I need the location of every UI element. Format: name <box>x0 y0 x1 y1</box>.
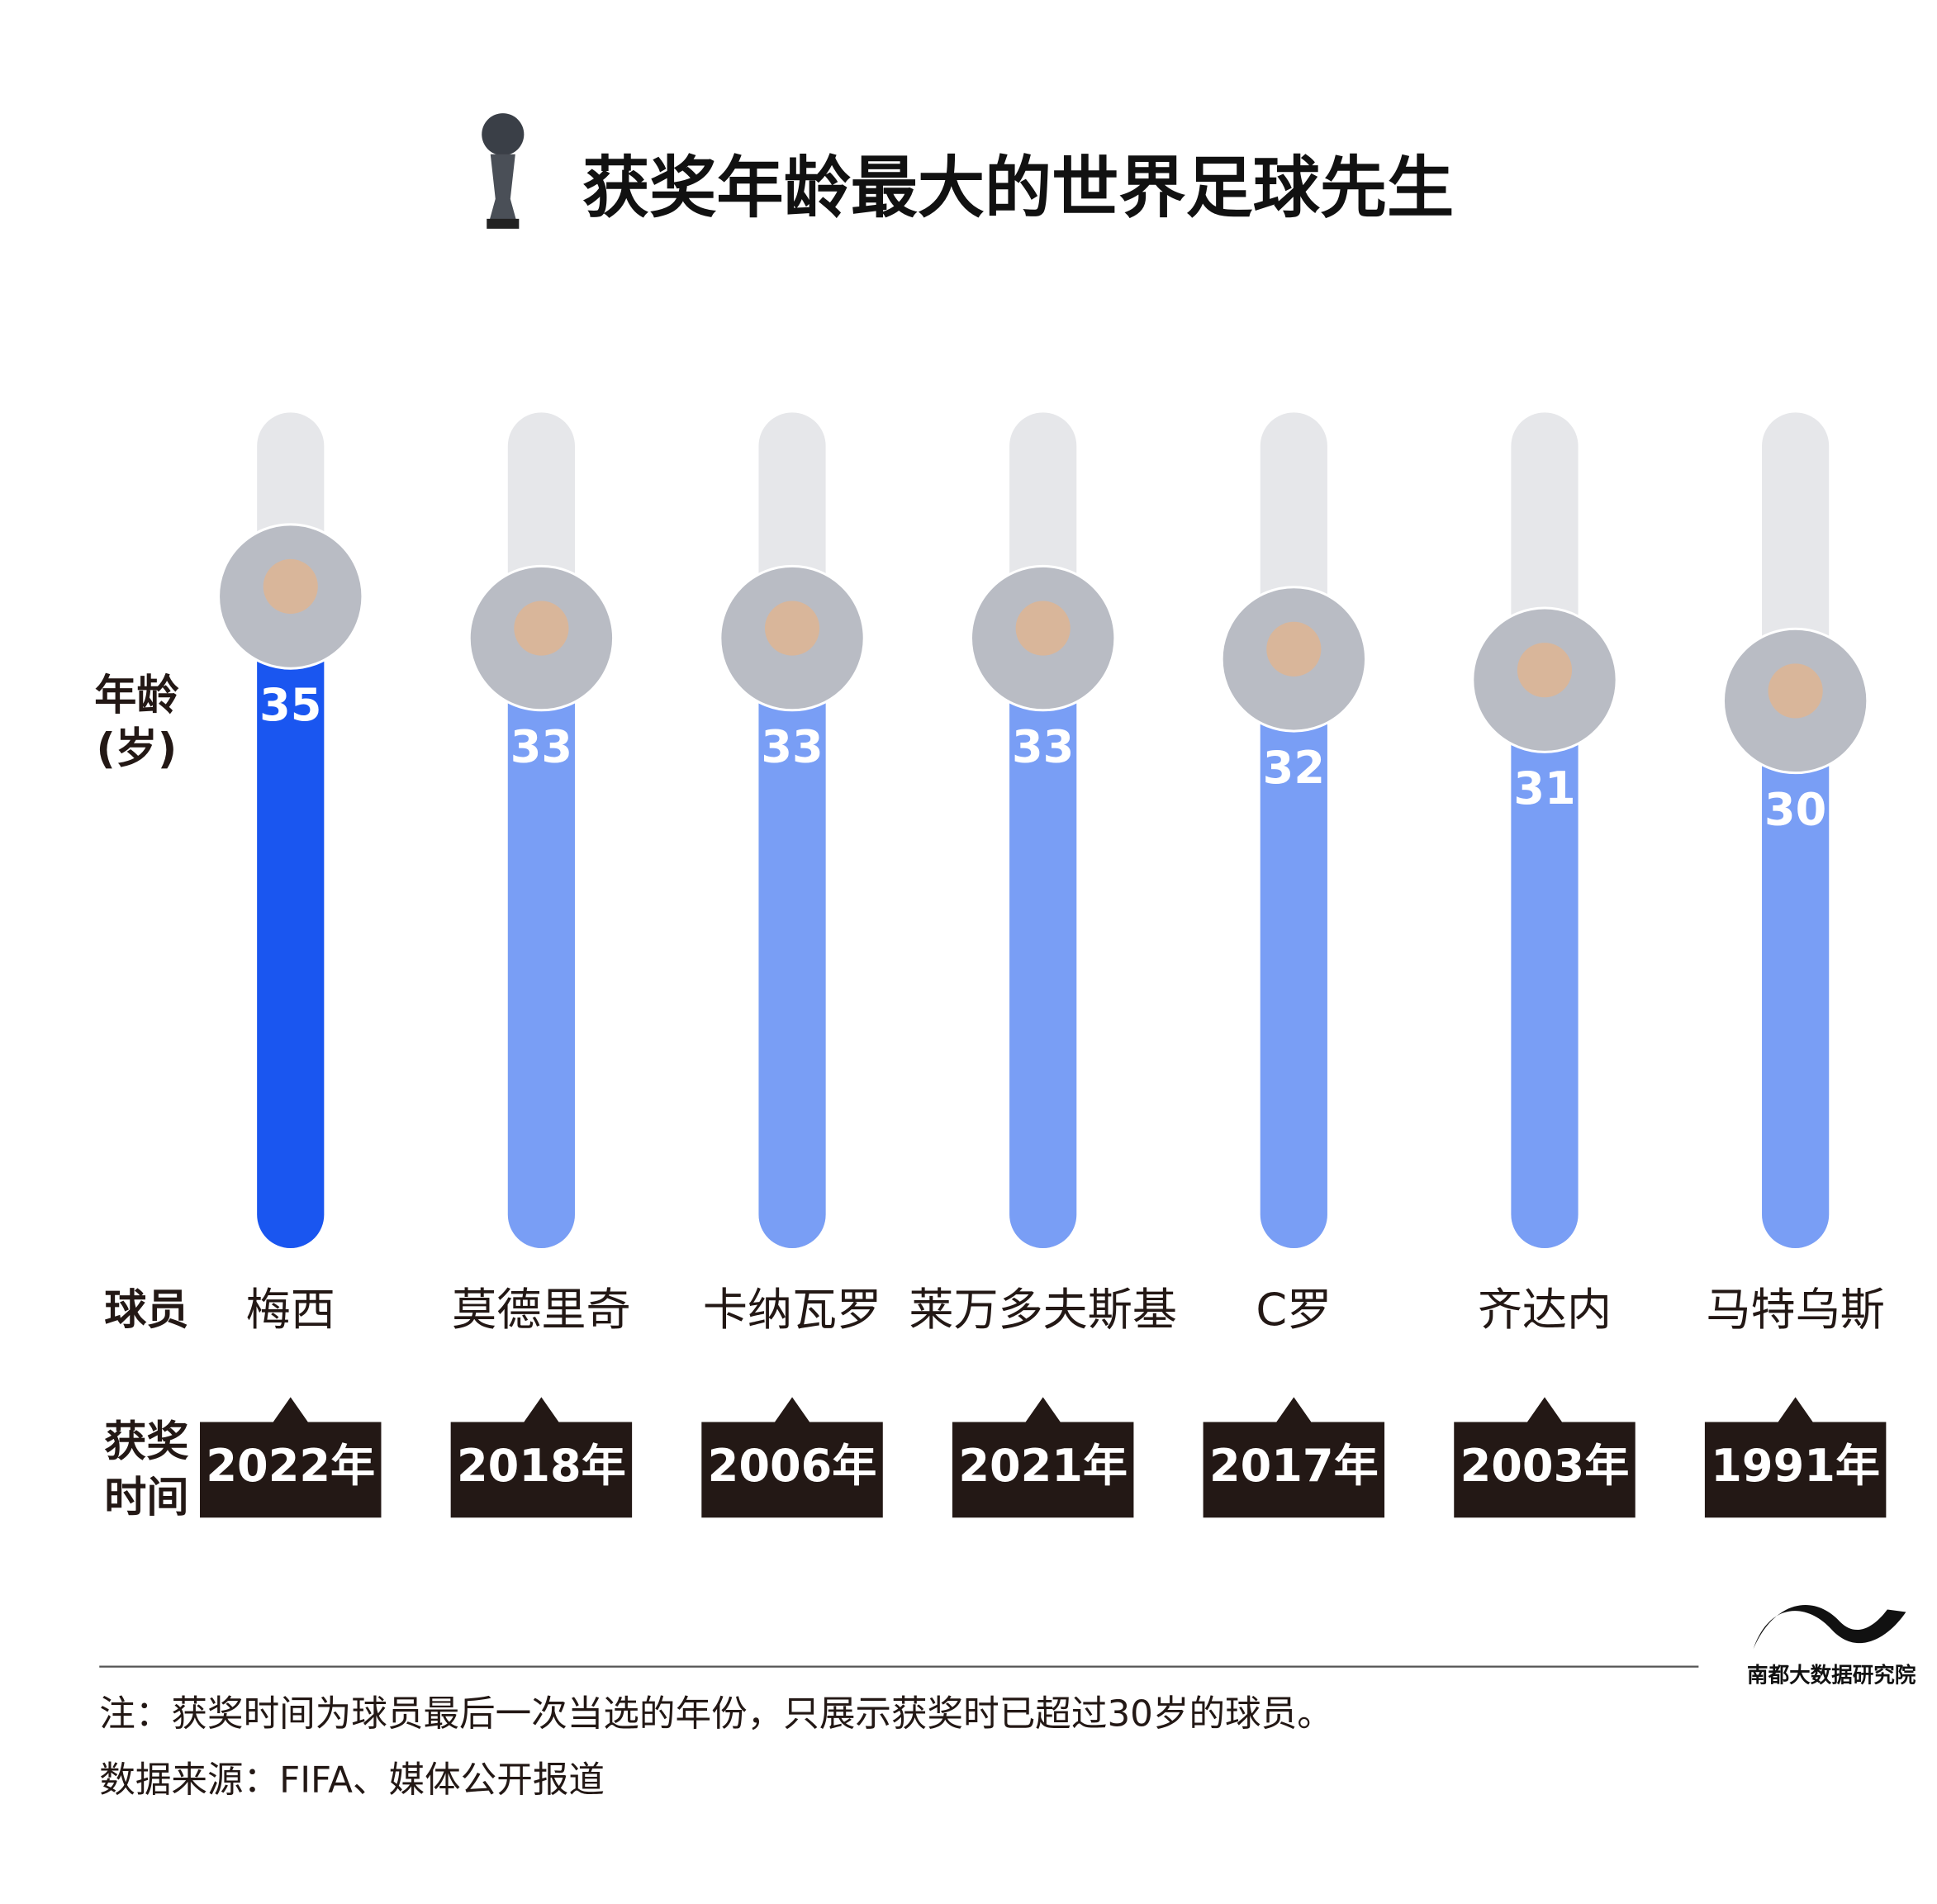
trophy-icon <box>482 113 525 229</box>
bar <box>1009 638 1077 1249</box>
value-label: 33 <box>761 721 823 773</box>
bar <box>1260 658 1327 1249</box>
player-head <box>1768 663 1823 719</box>
x-tick-label: 莫德里奇 <box>452 1284 630 1336</box>
award-year: 1991年 <box>1711 1440 1880 1492</box>
player-head <box>514 601 569 656</box>
player-head <box>1266 621 1322 677</box>
note: 注：获奖时间为球员最后一次当选的年份，只展示获奖时已超过30岁的球员。 <box>99 1694 1333 1735</box>
value-label: 32 <box>1263 742 1325 794</box>
value-label: 31 <box>1513 762 1575 814</box>
row-label: 获奖 <box>104 1418 188 1467</box>
chart-title: 获奖年龄最大的世界足球先生 <box>582 150 1454 228</box>
award-year: 2022年 <box>206 1440 375 1492</box>
year-box <box>1203 1397 1385 1518</box>
bar <box>1762 700 1830 1249</box>
x-tick-label: 马特乌斯 <box>1706 1284 1884 1336</box>
logo-text: 南都大数据研究院 <box>1747 1664 1916 1688</box>
award-year: 2021年 <box>958 1440 1128 1492</box>
bar <box>257 596 325 1249</box>
y-label: (岁) <box>96 725 177 774</box>
row-label: 时间 <box>104 1474 188 1522</box>
row-label: 球员 <box>104 1286 188 1335</box>
bar <box>1511 680 1579 1249</box>
year-box <box>1704 1397 1887 1518</box>
y-label: 年龄 <box>94 672 179 720</box>
value-label: 33 <box>1012 721 1074 773</box>
year-box <box>450 1397 633 1518</box>
year-box <box>200 1397 382 1518</box>
player-head <box>1517 643 1573 698</box>
award-year: 2003年 <box>1460 1440 1630 1492</box>
value-label: 33 <box>510 721 572 773</box>
award-year: 2006年 <box>708 1440 877 1492</box>
award-year: 2018年 <box>457 1440 626 1492</box>
player-head <box>764 601 820 656</box>
x-tick-label: 莱万多夫斯基 <box>909 1284 1177 1336</box>
x-tick-label: C罗 <box>1256 1284 1332 1336</box>
year-box <box>701 1397 883 1518</box>
player-head <box>1015 601 1071 656</box>
note: 数据来源：FIFA、媒体公开报道 <box>99 1759 605 1801</box>
bar <box>758 638 826 1249</box>
player-head <box>263 558 318 615</box>
year-box <box>1454 1397 1636 1518</box>
value-label: 30 <box>1764 783 1826 835</box>
bar <box>507 638 575 1249</box>
year-box <box>952 1397 1134 1518</box>
x-tick-label: 梅西 <box>246 1284 335 1336</box>
logo-mark <box>1753 1605 1906 1650</box>
x-tick-label: 齐达内 <box>1478 1284 1612 1336</box>
value-label: 35 <box>259 679 321 731</box>
x-tick-label: 卡纳瓦罗 <box>703 1284 881 1336</box>
award-year: 2017年 <box>1209 1440 1379 1492</box>
